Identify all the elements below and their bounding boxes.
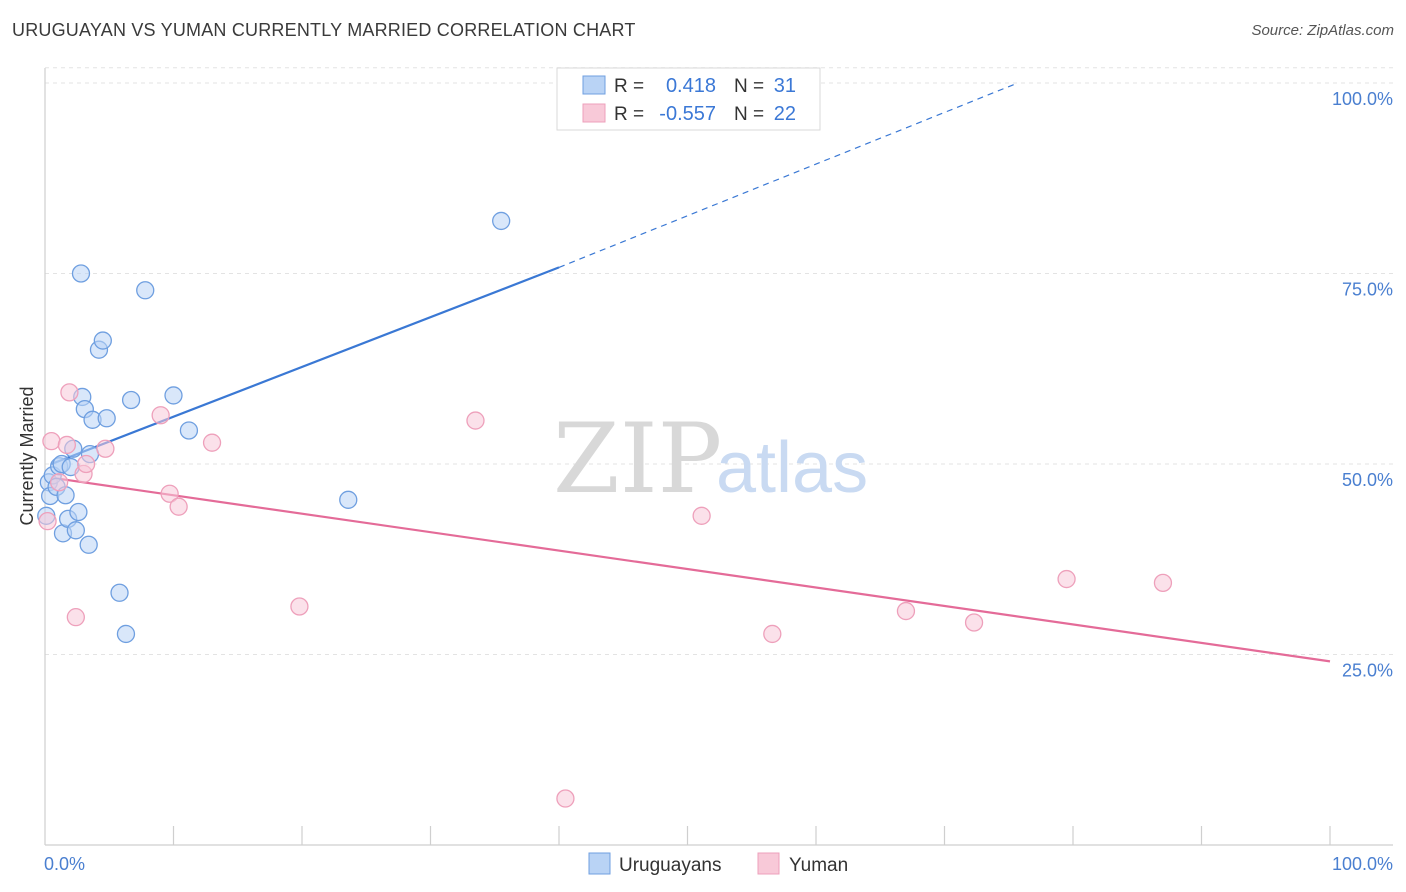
- data-point-yuman: [964, 613, 984, 632]
- data-point-yuman: [160, 484, 179, 503]
- series-legend-swatch-uruguayans: [588, 852, 611, 875]
- watermark: ZIP atlas: [553, 403, 868, 515]
- axes: [44, 68, 1393, 846]
- trend-line-yuman: [51, 476, 1331, 663]
- data-point-uruguayans: [69, 502, 88, 522]
- data-point-yuman: [38, 512, 57, 531]
- chart-title: URUGUAYAN VS YUMAN CURRENTLY MARRIED COR…: [12, 20, 636, 40]
- data-point-uruguayans: [136, 281, 155, 300]
- data-point-yuman: [49, 473, 69, 492]
- legend-r-label-1: R =: [614, 76, 644, 97]
- data-point-uruguayans: [97, 409, 116, 428]
- trend-lines: [51, 82, 1331, 663]
- data-point-uruguayans: [116, 624, 136, 644]
- data-point-uruguayans: [492, 211, 511, 231]
- data-point-yuman: [66, 608, 85, 627]
- data-point-yuman: [42, 431, 61, 451]
- data-point-uruguayans: [339, 490, 358, 509]
- data-point-uruguayans: [164, 386, 183, 405]
- watermark-zip: ZIP: [553, 403, 722, 515]
- data-point-yuman: [763, 624, 782, 644]
- y-tick-label: 50.0%: [1342, 470, 1393, 490]
- data-point-uruguayans: [110, 583, 129, 602]
- data-point-uruguayans: [79, 535, 98, 554]
- data-point-uruguayans: [179, 421, 199, 440]
- grid-lines: [45, 67, 1393, 655]
- x-ticks: [172, 826, 1331, 845]
- y-tick-label: 25.0%: [1342, 661, 1393, 681]
- data-point-uruguayans: [121, 390, 141, 410]
- watermark-atlas: atlas: [716, 428, 868, 508]
- x-tick-label-min: 0.0%: [44, 854, 85, 874]
- data-points: [37, 211, 1173, 808]
- legend-r-value-1: 0.418: [666, 75, 716, 97]
- data-point-yuman: [556, 789, 575, 808]
- data-point-yuman: [692, 506, 711, 525]
- trend-line-extension-uruguayans: [558, 82, 1018, 268]
- series-legend: Uruguayans Yuman: [588, 852, 848, 876]
- data-point-yuman: [896, 601, 916, 621]
- legend-r-label-2: R =: [614, 104, 644, 125]
- y-axis-title: Currently Married: [17, 386, 37, 525]
- data-point-yuman: [96, 439, 115, 458]
- data-point-yuman: [76, 454, 96, 474]
- series-legend-label-yuman: Yuman: [789, 855, 848, 876]
- data-point-yuman: [60, 383, 79, 402]
- data-point-yuman: [1153, 573, 1173, 593]
- legend-n-value-1: 31: [774, 75, 796, 97]
- y-tick-labels: 25.0% 50.0% 75.0% 100.0%: [1332, 89, 1393, 681]
- legend-r-value-2: -0.557: [659, 103, 716, 125]
- data-point-yuman: [466, 411, 485, 430]
- source-label: Source: ZipAtlas.com: [1251, 22, 1394, 39]
- data-point-yuman: [1057, 569, 1076, 589]
- series-legend-label-uruguayans: Uruguayans: [619, 855, 721, 876]
- data-point-yuman: [151, 406, 170, 425]
- y-tick-label: 75.0%: [1342, 280, 1393, 300]
- legend-swatch-yuman: [582, 103, 606, 123]
- data-point-yuman: [202, 433, 222, 452]
- stats-legend: R = 0.418 N = 31 R = -0.557 N = 22: [556, 67, 821, 131]
- y-tick-label: 100.0%: [1332, 89, 1393, 109]
- data-point-uruguayans: [66, 521, 85, 540]
- data-point-uruguayans: [71, 264, 91, 283]
- data-point-yuman: [57, 435, 76, 455]
- data-point-uruguayans: [93, 331, 112, 350]
- x-tick-label-max: 100.0%: [1332, 854, 1393, 874]
- trend-line-uruguayans: [51, 266, 560, 466]
- legend-n-label-1: N =: [734, 76, 764, 97]
- data-point-yuman: [290, 597, 309, 616]
- legend-n-value-2: 22: [774, 103, 796, 125]
- legend-swatch-uruguayans: [582, 75, 606, 95]
- series-legend-swatch-yuman: [757, 852, 780, 875]
- data-point-yuman: [169, 497, 188, 516]
- legend-n-label-2: N =: [734, 104, 764, 125]
